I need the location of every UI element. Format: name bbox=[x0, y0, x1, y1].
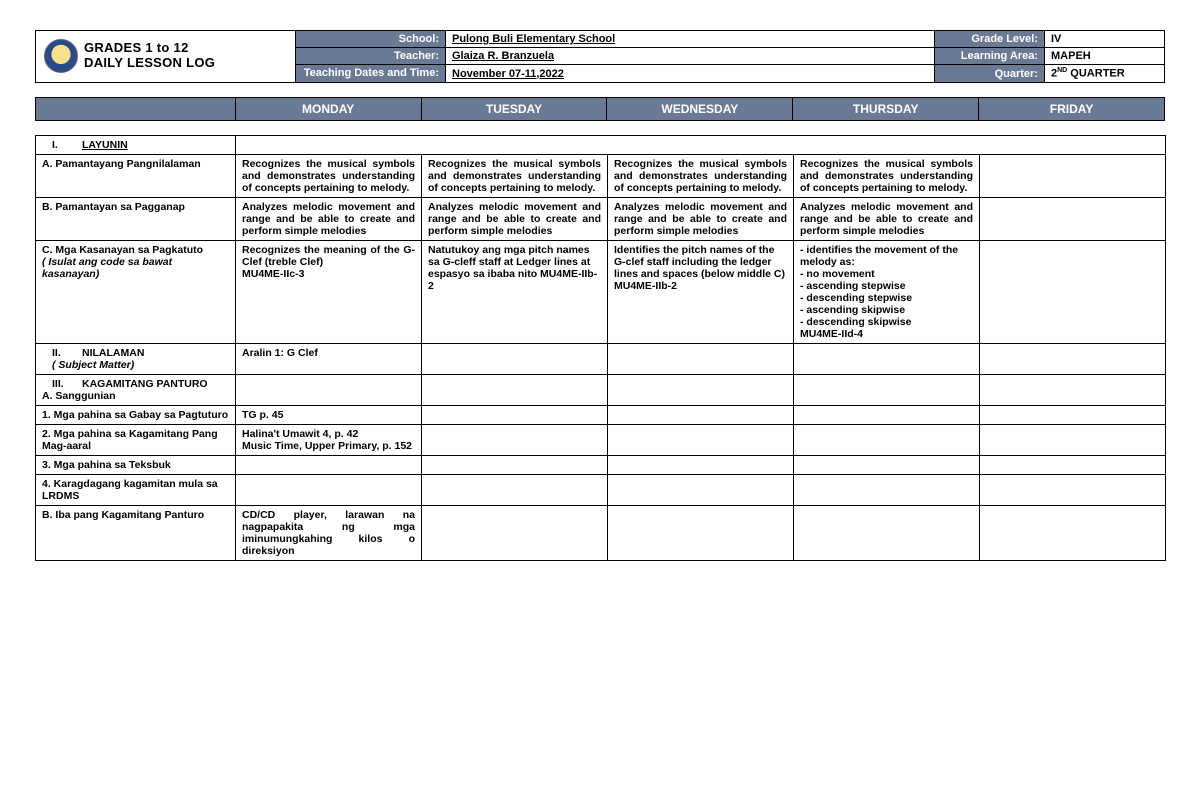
row-1-label: 1. Mga pahina sa Gabay sa Pagtuturo bbox=[36, 405, 236, 424]
r3-mon bbox=[236, 455, 422, 474]
label-teacher: Teacher: bbox=[296, 48, 446, 65]
nilalaman-fri bbox=[980, 343, 1166, 374]
row-4-label: 4. Karagdagang kagamitan mula sa LRDMS bbox=[36, 474, 236, 505]
row-b-label: B. Pamantayan sa Pagganap bbox=[36, 197, 236, 240]
days-blank bbox=[36, 97, 236, 120]
b-tue: Analyzes melodic movement and range and … bbox=[422, 197, 608, 240]
r4-wed bbox=[608, 474, 794, 505]
b-fri bbox=[980, 197, 1166, 240]
c-thu: - identifies the movement of the melody … bbox=[794, 240, 980, 343]
c-tue: Natutukoy ang mga pitch names sa G-cleff… bbox=[422, 240, 608, 343]
logo-title-cell: GRADES 1 to 12 DAILY LESSON LOG bbox=[36, 31, 296, 83]
biba-tue bbox=[422, 505, 608, 560]
nilalaman-thu bbox=[794, 343, 980, 374]
r3-wed bbox=[608, 455, 794, 474]
b-mon: Analyzes melodic movement and range and … bbox=[236, 197, 422, 240]
row-3-label: 3. Mga pahina sa Teksbuk bbox=[36, 455, 236, 474]
kagamitan-tue bbox=[422, 374, 608, 405]
biba-wed bbox=[608, 505, 794, 560]
day-fri: FRIDAY bbox=[979, 97, 1165, 120]
header-table: GRADES 1 to 12 DAILY LESSON LOG School: … bbox=[35, 30, 1165, 83]
day-mon: MONDAY bbox=[235, 97, 421, 120]
value-grade: IV bbox=[1045, 31, 1165, 48]
r1-thu bbox=[794, 405, 980, 424]
value-quarter: 2ND QUARTER bbox=[1045, 65, 1165, 83]
c-wed: Identifies the pitch names of the G-clef… bbox=[608, 240, 794, 343]
biba-mon: CD/CD player, larawan na nagpapakita ng … bbox=[236, 505, 422, 560]
row-biba-label: B. Iba pang Kagamitang Panturo bbox=[36, 505, 236, 560]
row-layunin-span bbox=[236, 135, 1166, 154]
day-thu: THURSDAY bbox=[793, 97, 979, 120]
r2-mon: Halina't Umawit 4, p. 42 Music Time, Upp… bbox=[236, 424, 422, 455]
a-thu: Recognizes the musical symbols and demon… bbox=[794, 154, 980, 197]
r4-mon bbox=[236, 474, 422, 505]
label-school: School: bbox=[296, 31, 446, 48]
row-nilalaman-label: II.NILALAMAN ( Subject Matter) bbox=[36, 343, 236, 374]
label-grade: Grade Level: bbox=[935, 31, 1045, 48]
r2-tue bbox=[422, 424, 608, 455]
row-c-label: C. Mga Kasanayan sa Pagkatuto ( Isulat a… bbox=[36, 240, 236, 343]
kagamitan-fri bbox=[980, 374, 1166, 405]
r3-thu bbox=[794, 455, 980, 474]
kagamitan-mon bbox=[236, 374, 422, 405]
a-tue: Recognizes the musical symbols and demon… bbox=[422, 154, 608, 197]
lesson-table: I.LAYUNIN A. Pamantayang Pangnilalaman R… bbox=[35, 135, 1166, 561]
r3-fri bbox=[980, 455, 1166, 474]
deped-logo bbox=[44, 39, 78, 73]
biba-thu bbox=[794, 505, 980, 560]
r4-thu bbox=[794, 474, 980, 505]
row-2-label: 2. Mga pahina sa Kagamitang Pang Mag-aar… bbox=[36, 424, 236, 455]
nilalaman-wed bbox=[608, 343, 794, 374]
a-fri bbox=[980, 154, 1166, 197]
biba-fri bbox=[980, 505, 1166, 560]
c-fri bbox=[980, 240, 1166, 343]
kagamitan-thu bbox=[794, 374, 980, 405]
day-tue: TUESDAY bbox=[421, 97, 607, 120]
value-school: Pulong Buli Elementary School bbox=[446, 31, 935, 48]
b-thu: Analyzes melodic movement and range and … bbox=[794, 197, 980, 240]
r2-thu bbox=[794, 424, 980, 455]
label-quarter: Quarter: bbox=[935, 65, 1045, 83]
day-wed: WEDNESDAY bbox=[607, 97, 793, 120]
title-line2: DAILY LESSON LOG bbox=[84, 56, 215, 71]
days-header: MONDAY TUESDAY WEDNESDAY THURSDAY FRIDAY bbox=[35, 97, 1165, 121]
r1-fri bbox=[980, 405, 1166, 424]
value-area: MAPEH bbox=[1045, 48, 1165, 65]
r1-tue bbox=[422, 405, 608, 424]
b-wed: Analyzes melodic movement and range and … bbox=[608, 197, 794, 240]
row-a-label: A. Pamantayang Pangnilalaman bbox=[36, 154, 236, 197]
r2-fri bbox=[980, 424, 1166, 455]
r4-fri bbox=[980, 474, 1166, 505]
a-mon: Recognizes the musical symbols and demon… bbox=[236, 154, 422, 197]
value-dates: November 07-11,2022 bbox=[446, 65, 935, 83]
r4-tue bbox=[422, 474, 608, 505]
row-kagamitan-label: III.KAGAMITANG PANTURO A. Sanggunian bbox=[36, 374, 236, 405]
kagamitan-wed bbox=[608, 374, 794, 405]
a-wed: Recognizes the musical symbols and demon… bbox=[608, 154, 794, 197]
label-dates: Teaching Dates and Time: bbox=[296, 65, 446, 83]
label-area: Learning Area: bbox=[935, 48, 1045, 65]
r1-mon: TG p. 45 bbox=[236, 405, 422, 424]
nilalaman-tue bbox=[422, 343, 608, 374]
title-line1: GRADES 1 to 12 bbox=[84, 41, 215, 56]
nilalaman-mon: Aralin 1: G Clef bbox=[236, 343, 422, 374]
row-layunin-label: I.LAYUNIN bbox=[36, 135, 236, 154]
c-mon: Recognizes the meaning of the G-Clef (tr… bbox=[236, 240, 422, 343]
value-teacher: Glaiza R. Branzuela bbox=[446, 48, 935, 65]
r1-wed bbox=[608, 405, 794, 424]
r3-tue bbox=[422, 455, 608, 474]
r2-wed bbox=[608, 424, 794, 455]
